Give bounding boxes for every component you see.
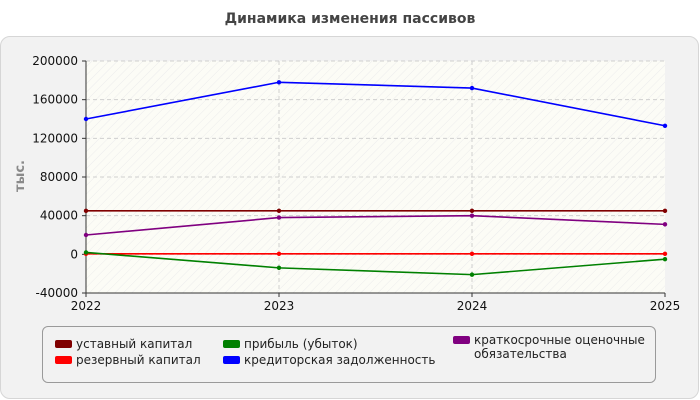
x-tick-label: 2023 <box>264 299 295 313</box>
data-point <box>276 80 282 85</box>
y-axis-label: тыс. <box>13 160 28 192</box>
y-tick-label: 160000 <box>32 93 78 107</box>
series-line <box>85 81 666 127</box>
legend: уставный капитал резервный капитал прибы… <box>42 326 656 383</box>
x-tick-label: 2024 <box>457 299 488 313</box>
series-line <box>85 251 666 276</box>
legend-label: краткосрочные оценочные обязательства <box>474 333 645 361</box>
data-point <box>469 213 475 218</box>
legend-label: кредиторская задолженность <box>244 353 436 367</box>
data-point <box>469 251 475 257</box>
data-point <box>83 250 89 255</box>
data-point <box>662 222 668 227</box>
y-tick-label: 80000 <box>40 170 78 184</box>
legend-item: прибыль (убыток) <box>223 337 358 351</box>
y-tick-label: 200000 <box>32 54 78 68</box>
legend-item: уставный капитал <box>55 337 192 351</box>
data-point <box>276 215 282 220</box>
legend-swatch <box>55 340 72 348</box>
legend-swatch <box>223 340 240 348</box>
data-point <box>83 232 89 238</box>
legend-item: краткосрочные оценочные обязательства <box>453 333 653 361</box>
data-point <box>83 208 89 214</box>
data-point <box>662 256 668 262</box>
x-tick-label: 2025 <box>650 299 681 313</box>
legend-item: кредиторская задолженность <box>223 353 435 367</box>
legend-label: уставный капитал <box>76 337 193 351</box>
chart-title: Динамика изменения пассивов <box>224 11 476 27</box>
legend-label: прибыль (убыток) <box>244 337 358 351</box>
y-tick-label: 0 <box>70 247 78 261</box>
legend-swatch <box>453 336 470 344</box>
data-point <box>662 251 668 257</box>
data-point <box>662 123 668 128</box>
legend-swatch <box>55 356 72 364</box>
data-point <box>276 251 282 257</box>
legend-swatch <box>223 356 240 364</box>
series-group <box>83 80 668 277</box>
data-point <box>276 265 282 271</box>
series-line <box>85 214 666 236</box>
legend-item: резервный капитал <box>55 353 201 367</box>
legend-label: резервный капитал <box>76 353 201 367</box>
x-tick-label: 2022 <box>71 299 102 313</box>
y-tick-label: 40000 <box>40 209 78 223</box>
y-tick-label: -40000 <box>35 286 78 300</box>
data-point <box>662 208 668 214</box>
data-point <box>469 85 475 91</box>
y-tick-label: 120000 <box>32 131 78 145</box>
data-point <box>469 208 475 214</box>
data-point <box>469 272 475 277</box>
data-point <box>276 208 282 214</box>
data-point <box>83 116 89 122</box>
